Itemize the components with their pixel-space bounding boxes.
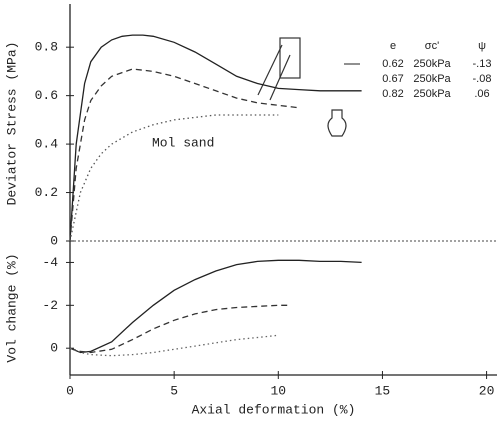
arrow: [257, 44, 283, 96]
arrow: [269, 54, 291, 101]
y-tick-label: 0.8: [35, 40, 58, 55]
x-tick-label: 0: [66, 383, 74, 398]
legend-header: σc': [425, 40, 439, 52]
data-line: [69, 114, 279, 242]
y-tick-label: -2: [42, 298, 58, 313]
x-tick-label: 20: [479, 383, 495, 398]
legend-label: 0.62: [382, 58, 403, 70]
legend-cell: 250kPa: [413, 73, 451, 85]
legend-header: e: [390, 40, 396, 52]
annotation: Mol sand: [152, 135, 214, 150]
legend-cell: -.08: [473, 73, 492, 85]
legend-cell: 250kPa: [413, 88, 451, 100]
x-tick-label: 15: [375, 383, 391, 398]
data-line: [69, 34, 362, 242]
data-line: [69, 334, 279, 357]
x-axis-label: Axial deformation (%): [192, 402, 356, 417]
y-tick-label: 0: [50, 233, 58, 248]
y-axis-label: Vol change (%): [4, 253, 19, 362]
legend-label: 0.82: [382, 88, 403, 100]
y-tick-label: 0: [50, 341, 58, 356]
legend-header: ψ: [478, 40, 486, 52]
y-tick-label: 0.2: [35, 185, 58, 200]
y-tick-label: 0.6: [35, 88, 58, 103]
legend-cell: .06: [474, 88, 489, 100]
legend-cell: 250kPa: [413, 58, 451, 70]
sketch-specimen: [279, 37, 301, 79]
legend-label: 0.67: [382, 73, 403, 85]
data-line: [69, 259, 362, 354]
sketch: [257, 37, 347, 137]
y-axis-label: Deviator Stress (MPa): [4, 42, 19, 206]
legend-cell: -.13: [473, 58, 492, 70]
sketch-specimen: [327, 109, 347, 137]
data-line: [69, 304, 289, 354]
data-line: [69, 68, 300, 242]
y-tick-label: 0.4: [35, 137, 59, 152]
x-tick-label: 10: [270, 383, 286, 398]
y-tick-label: -4: [42, 255, 58, 270]
x-tick-label: 5: [170, 383, 178, 398]
